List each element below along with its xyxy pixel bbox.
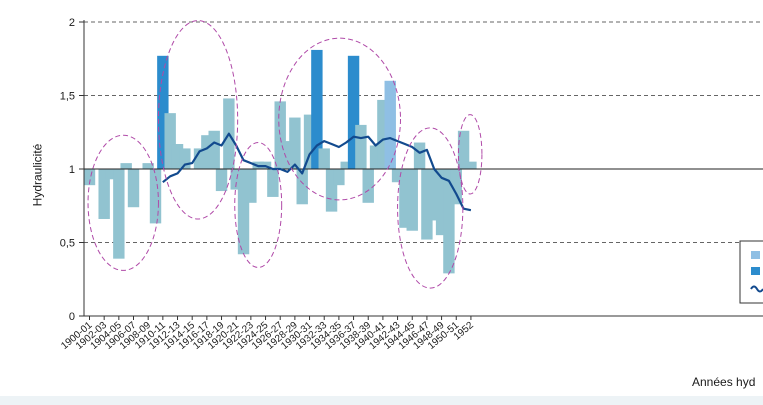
bar bbox=[399, 169, 411, 228]
bar bbox=[164, 113, 176, 169]
bar bbox=[230, 169, 242, 190]
bar bbox=[179, 148, 191, 169]
bar bbox=[83, 169, 96, 186]
bar bbox=[333, 169, 345, 186]
period-ellipse bbox=[457, 114, 483, 195]
bar bbox=[105, 169, 118, 180]
bar bbox=[208, 130, 220, 169]
bar bbox=[142, 163, 154, 169]
footer-band bbox=[0, 396, 763, 405]
bar bbox=[465, 161, 477, 169]
bar bbox=[391, 169, 404, 183]
bar bbox=[369, 145, 382, 169]
bar bbox=[281, 141, 294, 169]
bar bbox=[443, 169, 455, 274]
bar bbox=[355, 124, 367, 169]
bar bbox=[421, 169, 433, 240]
bar bbox=[113, 169, 125, 259]
bar bbox=[428, 169, 440, 221]
bar bbox=[362, 169, 374, 203]
bar bbox=[127, 169, 140, 208]
legend-swatch-wet bbox=[751, 267, 760, 275]
period-ellipse bbox=[397, 127, 464, 289]
moving-average-line bbox=[162, 132, 472, 212]
bar bbox=[406, 169, 418, 231]
bar bbox=[318, 148, 330, 169]
bar bbox=[435, 169, 448, 236]
bar bbox=[325, 169, 338, 212]
y-tick-label: 0 bbox=[69, 311, 75, 323]
bar bbox=[171, 144, 184, 169]
bar bbox=[457, 130, 470, 169]
bar bbox=[157, 55, 169, 170]
y-tick-label: 1 bbox=[69, 164, 75, 176]
bar bbox=[340, 161, 352, 169]
legend-swatch-bar bbox=[751, 251, 760, 259]
period-ellipse bbox=[87, 134, 159, 271]
bar bbox=[303, 114, 316, 169]
bar bbox=[237, 169, 250, 255]
bar bbox=[274, 101, 286, 169]
legend-group bbox=[739, 240, 763, 304]
y-tick-label: 0,5 bbox=[60, 238, 75, 250]
bars-group bbox=[83, 49, 477, 274]
x-axis-label: Années hyd bbox=[692, 375, 756, 389]
bar bbox=[98, 169, 110, 219]
bar bbox=[347, 55, 360, 170]
bar bbox=[149, 169, 162, 224]
bar bbox=[311, 49, 323, 169]
y-tick-label: 1,5 bbox=[60, 91, 75, 103]
bar bbox=[296, 169, 308, 205]
bar bbox=[289, 117, 301, 169]
y-tick-label: 2 bbox=[69, 17, 75, 29]
bar bbox=[267, 169, 279, 197]
period-ellipse bbox=[234, 142, 283, 268]
bar bbox=[120, 163, 132, 169]
bar bbox=[245, 169, 257, 203]
bar bbox=[450, 169, 462, 205]
legend-swatch-line bbox=[750, 285, 763, 293]
bar bbox=[193, 148, 206, 169]
y-axis-label: Hydraulicité bbox=[30, 143, 45, 207]
period-ellipse bbox=[157, 20, 239, 220]
bar bbox=[384, 80, 396, 169]
bar bbox=[377, 99, 389, 169]
bar bbox=[413, 142, 426, 169]
bar bbox=[201, 135, 213, 169]
bar bbox=[215, 169, 228, 192]
